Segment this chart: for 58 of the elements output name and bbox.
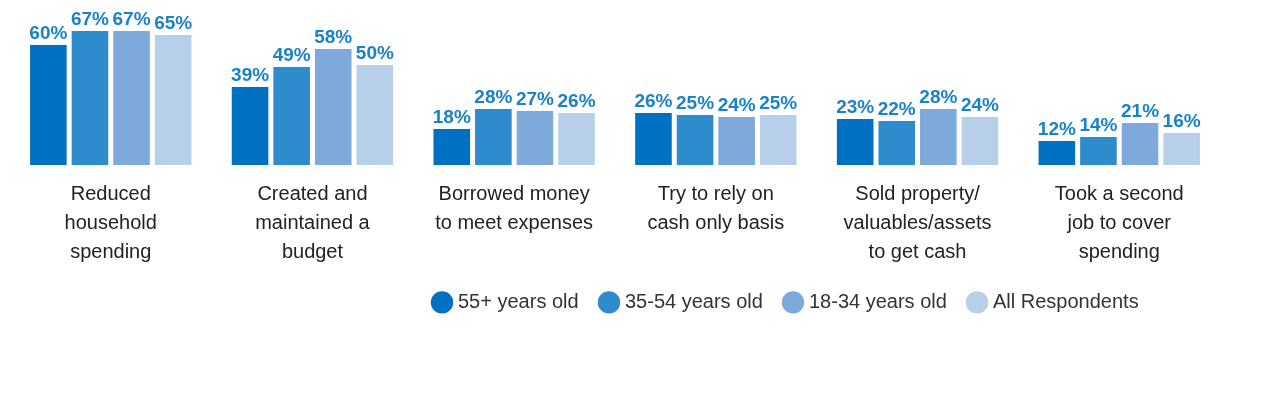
x-tick-label: Created and maintained a budget <box>255 181 371 262</box>
data-label: 25% <box>759 92 798 114</box>
bar <box>113 31 150 165</box>
bar <box>558 113 595 165</box>
data-label: 60% <box>29 22 68 44</box>
bar <box>759 115 797 165</box>
x-tick-label: Sold property/ valuables/assets to get cash <box>843 181 992 262</box>
x-tick-label: Reduced household spending <box>64 181 157 262</box>
data-label: 58% <box>314 26 353 48</box>
bar <box>314 49 352 165</box>
data-label: 14% <box>1079 114 1118 136</box>
bar <box>676 115 714 165</box>
bar <box>718 117 755 165</box>
legend-label: 18-34 years old <box>809 290 947 313</box>
x-tick-label: Took a second job to cover spending <box>1054 181 1184 262</box>
data-label: 28% <box>919 86 958 108</box>
data-label: 26% <box>634 90 673 112</box>
legend-label: All Respondents <box>993 290 1139 313</box>
bar <box>961 117 999 165</box>
x-tick-label: Try to rely on cash only basis <box>647 181 785 233</box>
bar <box>273 67 310 165</box>
data-label: 12% <box>1037 118 1076 140</box>
bar <box>356 65 394 165</box>
data-label: 39% <box>231 64 270 86</box>
data-label: 50% <box>355 42 394 64</box>
data-label: 24% <box>960 94 1000 116</box>
bar <box>154 35 192 165</box>
data-label: 67% <box>70 8 110 30</box>
bar <box>1080 137 1117 165</box>
data-label: 25% <box>676 92 715 114</box>
data-label: 27% <box>515 88 555 110</box>
bar <box>71 31 109 165</box>
bar <box>30 45 67 165</box>
data-label: 22% <box>877 98 916 120</box>
bar <box>1121 123 1159 165</box>
data-label: 21% <box>1121 100 1160 122</box>
bar <box>836 119 874 165</box>
bar <box>878 121 916 165</box>
data-label: 65% <box>154 12 193 34</box>
bar <box>475 109 512 165</box>
data-label: 49% <box>272 44 311 66</box>
data-label: 16% <box>1162 110 1201 132</box>
legend-label: 55+ years old <box>458 290 579 313</box>
bar <box>433 129 471 165</box>
x-tick-label: Borrowed money to meet expenses <box>435 181 594 233</box>
data-label: 24% <box>717 94 756 116</box>
data-label: 26% <box>557 90 596 112</box>
bar <box>635 113 672 165</box>
bar <box>231 87 269 165</box>
bar <box>1038 141 1076 165</box>
bar <box>516 111 554 165</box>
data-label: 67% <box>112 8 151 30</box>
data-label: 28% <box>474 86 513 108</box>
legend-label: 35-54 years old <box>625 290 763 313</box>
bar <box>1163 133 1200 165</box>
data-label: 23% <box>836 96 875 118</box>
bar <box>920 109 957 165</box>
data-label: 18% <box>432 106 471 128</box>
